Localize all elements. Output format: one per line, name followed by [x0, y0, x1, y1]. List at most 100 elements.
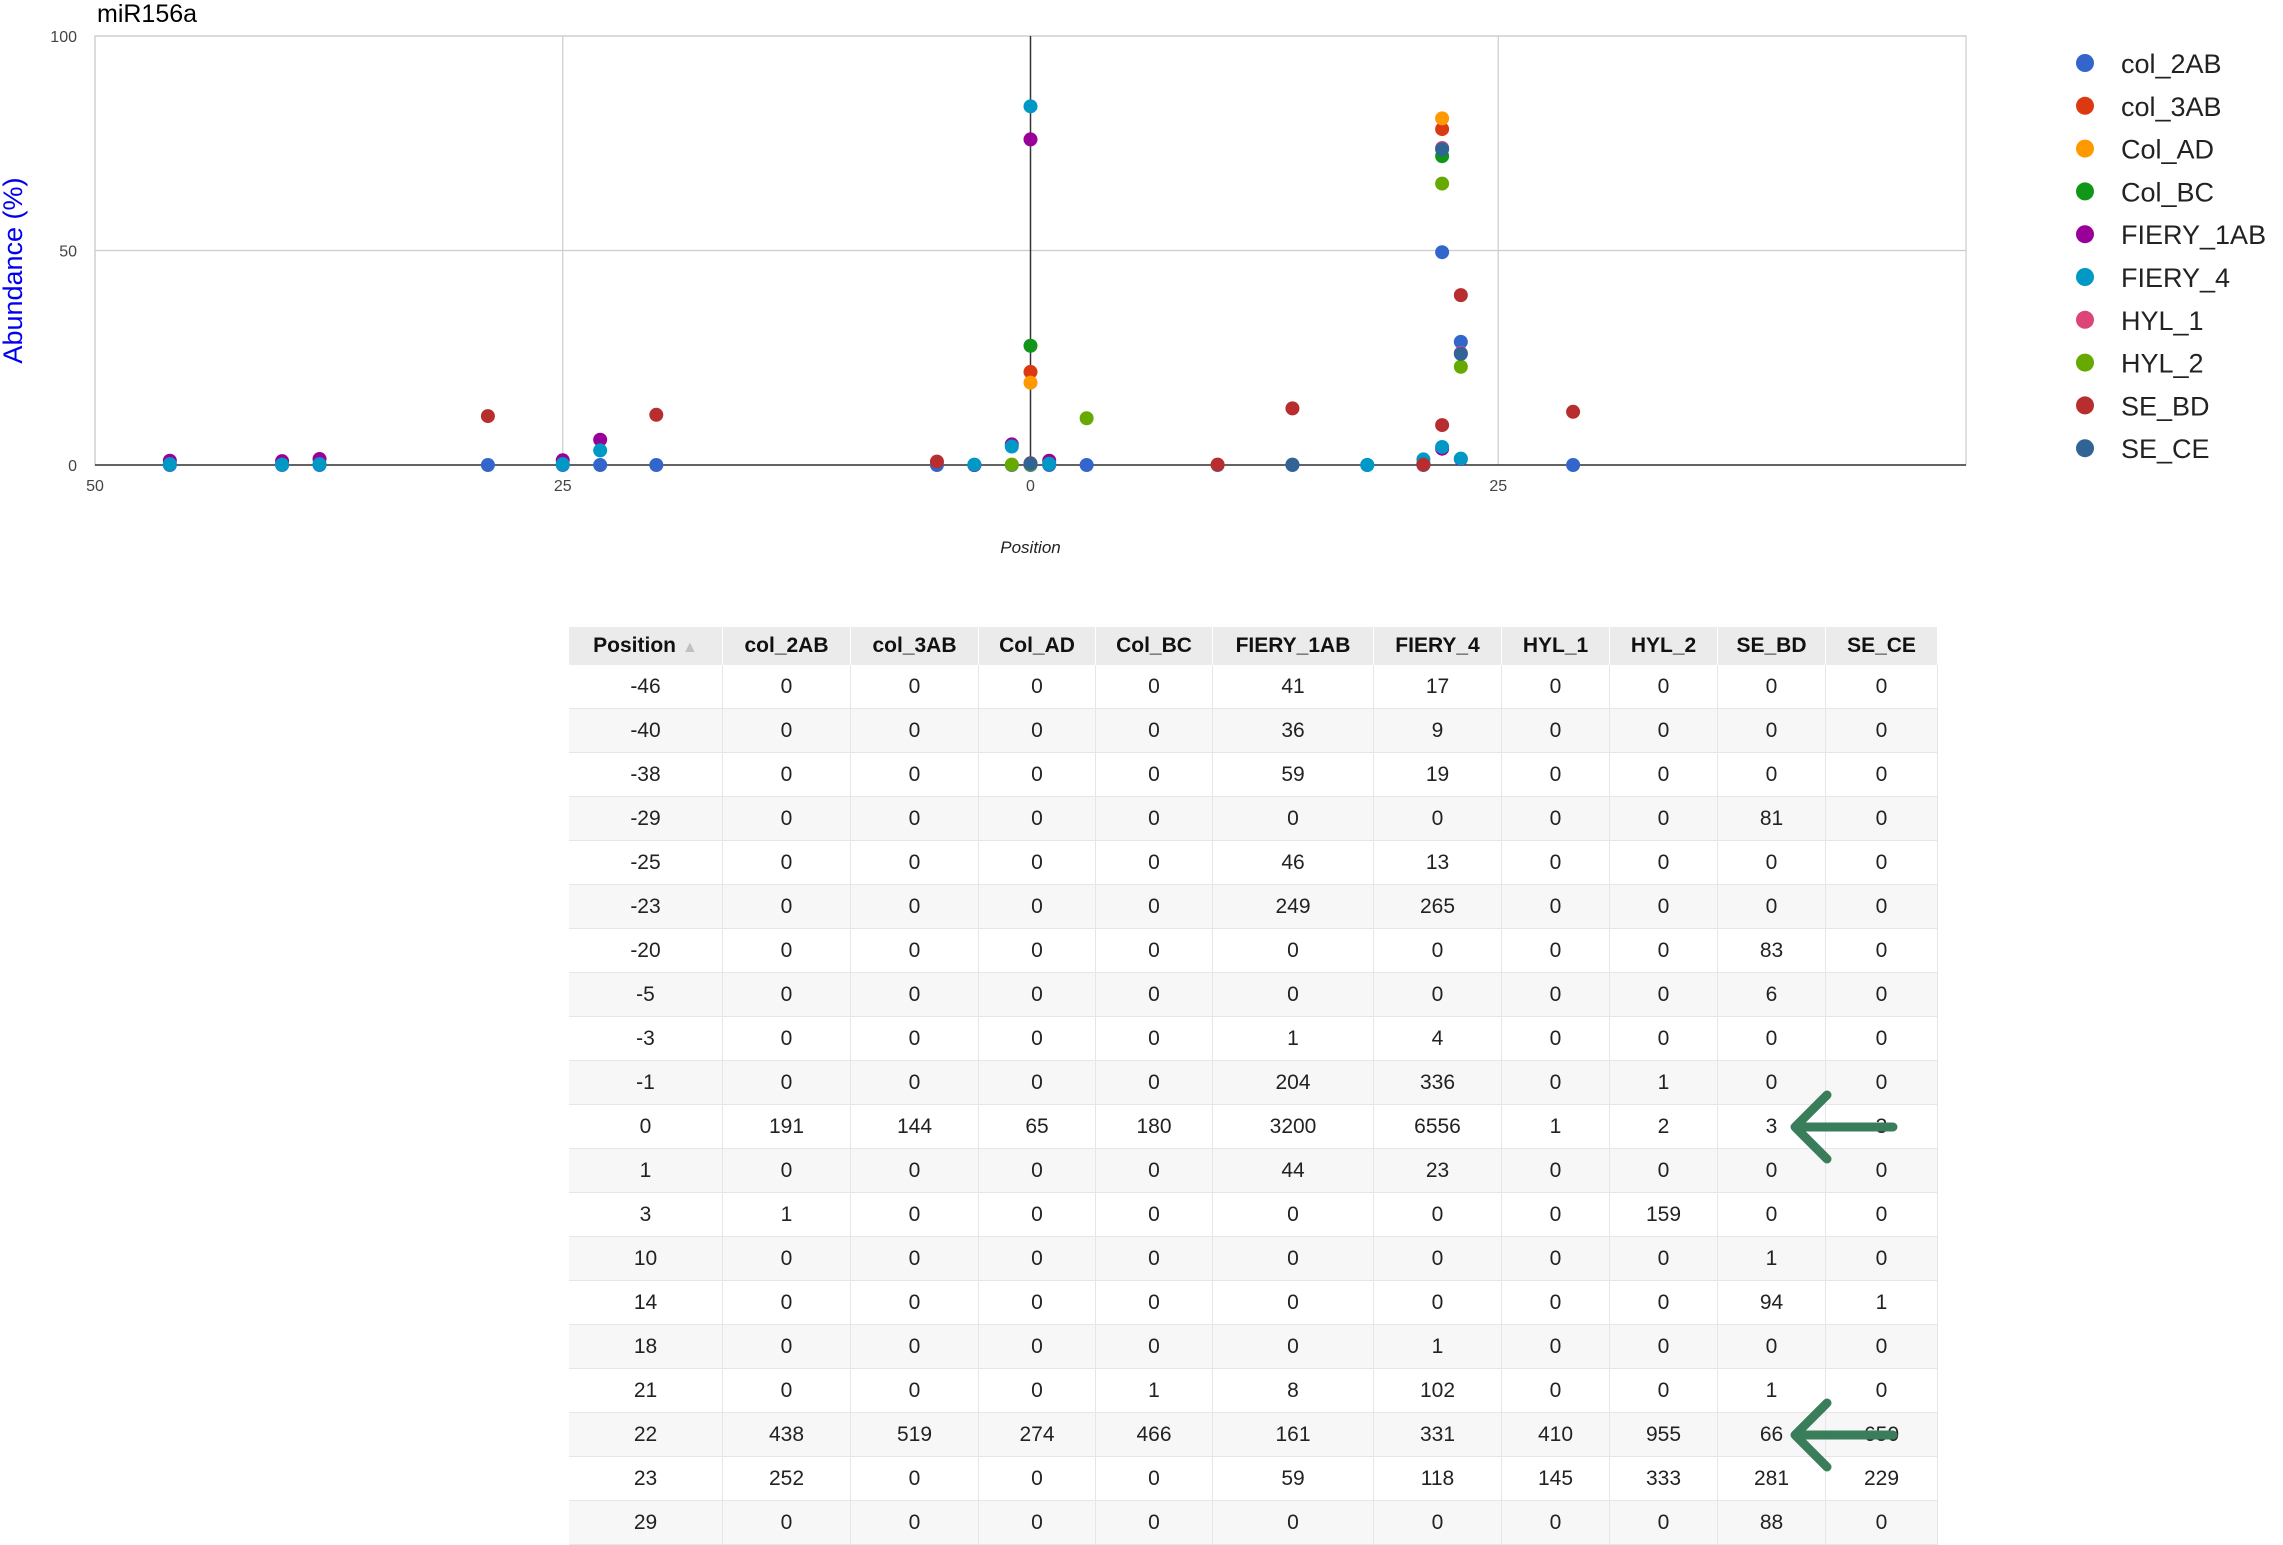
- table-cell: -5: [569, 972, 723, 1017]
- table-cell: 144: [850, 1104, 979, 1149]
- table-cell: 118: [1373, 1456, 1502, 1501]
- x-tick-label: 50: [86, 478, 104, 495]
- column-header-Col_BC[interactable]: Col_BC: [1095, 627, 1213, 665]
- table-cell: 1: [1717, 1368, 1826, 1413]
- table-cell: 0: [1609, 1500, 1718, 1545]
- table-cell: 23: [569, 1456, 723, 1501]
- table-cell: 0: [1501, 752, 1610, 797]
- table-cell: 65: [978, 1104, 1096, 1149]
- column-header-SE_CE[interactable]: SE_CE: [1825, 627, 1938, 665]
- table-cell: 0: [722, 840, 851, 885]
- column-header-label: Col_BC: [1116, 634, 1192, 657]
- table-cell: 2: [1609, 1104, 1718, 1149]
- table-cell: 88: [1717, 1500, 1826, 1545]
- y-tick-label: 0: [68, 458, 77, 475]
- table-cell: 3: [569, 1192, 723, 1237]
- table-cell: 0: [1825, 796, 1938, 841]
- table-cell: 0: [850, 928, 979, 973]
- legend-label-FIERY_1AB: FIERY_1AB: [2121, 220, 2266, 250]
- table-cell: 0: [978, 840, 1096, 885]
- table-cell: 0: [1717, 1060, 1826, 1105]
- column-header-SE_BD[interactable]: SE_BD: [1717, 627, 1826, 665]
- column-header-HYL_1[interactable]: HYL_1: [1501, 627, 1610, 665]
- table-cell: 0: [850, 1148, 979, 1193]
- table-cell: 955: [1609, 1412, 1718, 1457]
- table-cell: 0: [850, 840, 979, 885]
- legend-label-SE_CE: SE_CE: [2121, 434, 2210, 464]
- table-row: 14 0 0 0 0 0 0 0 0 94 1: [569, 1280, 1938, 1325]
- sort-ascending-icon: ▲: [682, 639, 698, 656]
- legend-label-FIERY_4: FIERY_4: [2121, 263, 2230, 293]
- data-point-col_2AB: [1566, 458, 1581, 472]
- column-header-col_2AB[interactable]: col_2AB: [722, 627, 851, 665]
- table-cell: 0: [1825, 840, 1938, 885]
- data-point-col_2AB: [1453, 334, 1468, 349]
- table-row: -38 0 0 0 0 59 19 0 0 0 0: [569, 752, 1938, 797]
- legend-marker-HYL_2: [2076, 353, 2094, 372]
- table-cell: 281: [1717, 1456, 1826, 1501]
- table-cell: 0: [1825, 752, 1938, 797]
- data-point-FIERY_4: [162, 457, 177, 472]
- table-cell: 0: [850, 884, 979, 929]
- table-cell: 59: [1212, 1456, 1374, 1501]
- table-cell: 0: [1609, 1368, 1718, 1413]
- x-tick-label: 0: [1026, 478, 1035, 495]
- legend-label-HYL_1: HYL_1: [2121, 306, 2204, 336]
- table-cell: 0: [1609, 1324, 1718, 1369]
- table-cell: 466: [1095, 1412, 1213, 1457]
- data-point-SE_BD: [1285, 401, 1300, 416]
- data-point-SE_BD: [1435, 418, 1450, 433]
- column-header-Col_AD[interactable]: Col_AD: [978, 627, 1096, 665]
- table-cell: 0: [722, 796, 851, 841]
- table-cell: 229: [1825, 1456, 1938, 1501]
- table-cell: 23: [1373, 1148, 1502, 1193]
- table-cell: 0: [1095, 1016, 1213, 1061]
- table-cell: 0: [1501, 1236, 1610, 1281]
- table-cell: 0: [1095, 1500, 1213, 1545]
- table-cell: 29: [569, 1500, 723, 1545]
- data-point-FIERY_4: [1004, 439, 1019, 454]
- table-cell: 0: [850, 1192, 979, 1237]
- x-tick-label: 25: [554, 478, 572, 495]
- table-cell: 0: [1373, 1192, 1502, 1237]
- data-point-SE_BD: [1416, 457, 1431, 472]
- table-cell: 0: [1825, 884, 1938, 929]
- table-cell: -25: [569, 840, 723, 885]
- data-table-container: Position ▲ col_2AB col_3AB Col_AD Col_BC FIERY…: [569, 627, 1938, 1545]
- table-cell: 252: [722, 1456, 851, 1501]
- table-row: -1 0 0 0 0 204 336 0 1 0 0: [569, 1060, 1938, 1105]
- table-cell: 0: [1373, 928, 1502, 973]
- legend-label-Col_BC: Col_BC: [2121, 177, 2214, 207]
- table-cell: 0: [850, 1060, 979, 1105]
- data-point-FIERY_4: [1023, 99, 1038, 114]
- column-header-Position[interactable]: Position ▲: [569, 627, 723, 665]
- table-cell: 0: [1212, 1236, 1374, 1281]
- table-cell: 1: [1501, 1104, 1610, 1149]
- column-header-HYL_2[interactable]: HYL_2: [1609, 627, 1718, 665]
- table-cell: 0: [978, 665, 1096, 709]
- table-cell: 0: [1825, 1236, 1938, 1281]
- column-header-label: FIERY_4: [1395, 634, 1480, 657]
- column-header-FIERY_1AB[interactable]: FIERY_1AB: [1212, 627, 1374, 665]
- table-cell: 41: [1212, 665, 1374, 709]
- table-cell: 0: [1501, 1500, 1610, 1545]
- table-cell: 0: [1095, 972, 1213, 1017]
- table-cell: 0: [1501, 1192, 1610, 1237]
- table-cell: 1: [569, 1148, 723, 1193]
- data-point-FIERY_4: [1042, 456, 1057, 471]
- table-cell: 0: [1212, 928, 1374, 973]
- table-cell: 0: [1095, 1060, 1213, 1105]
- table-cell: 1: [1095, 1368, 1213, 1413]
- table-cell: 0: [1717, 1016, 1826, 1061]
- table-cell: 0: [850, 1324, 979, 1369]
- table-cell: 0: [1095, 665, 1213, 709]
- table-cell: 0: [1095, 796, 1213, 841]
- table-row: 22 438 519 274 466 161 331 410 955 66 650: [569, 1412, 1938, 1457]
- column-header-col_3AB[interactable]: col_3AB: [850, 627, 979, 665]
- y-tick-label: 100: [50, 29, 77, 46]
- data-point-SE_BD: [929, 454, 944, 469]
- legend-marker-col_2AB: [2076, 54, 2094, 72]
- table-cell: 161: [1212, 1412, 1374, 1457]
- data-point-FIERY_1AB: [1023, 132, 1038, 147]
- column-header-FIERY_4[interactable]: FIERY_4: [1373, 627, 1502, 665]
